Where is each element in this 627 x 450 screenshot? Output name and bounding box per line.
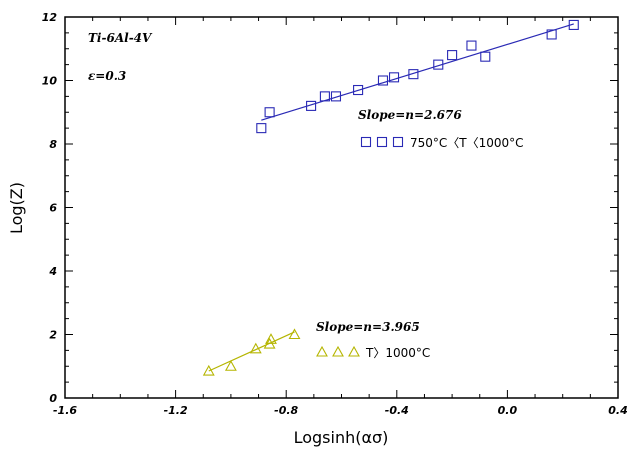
x-tick-label: 0.4 [608,404,627,417]
data-point-series-1 [330,91,342,102]
data-point-series-2 [249,342,262,354]
legend-marker-series-2 [348,345,360,357]
y-tick-label: 12 [42,11,58,24]
y-tick-label: 2 [49,329,57,342]
data-point-series-1 [353,84,364,96]
slope-annotation-series-1: Slope=n=2.676 [358,108,462,122]
y-tick-label: 8 [49,138,57,151]
x-tick-label: -0.8 [274,404,298,417]
legend-marker-series-2 [332,345,344,357]
data-point-series-1 [433,59,444,70]
data-point-series-2 [224,360,237,371]
x-tick-label: 0.0 [498,404,518,417]
data-point-series-1 [466,40,477,51]
strain-annotation: ε=0.3 [88,69,126,83]
slope-annotation-series-2: Slope=n=3.965 [316,320,420,334]
x-tick-label: -1.6 [53,404,77,417]
y-tick-label: 0 [49,392,57,405]
data-point-series-1 [306,100,317,111]
legend-marker-series-1 [376,136,388,148]
x-tick-label: -0.4 [385,404,409,417]
legend-label-series-2: T〉1000°C [365,346,430,360]
x-axis-title: Logsinh(ασ) [294,428,389,447]
legend-label-series-1: 750°C〈T〈1000°C [410,136,524,150]
legend-marker-series-1 [360,136,372,148]
y-tick-label: 6 [49,202,57,215]
data-point-series-1 [377,75,389,86]
y-axis-title: Log(Z) [7,182,26,234]
data-point-series-1 [388,72,400,83]
legend-marker-series-2 [316,345,328,357]
y-tick-label: 10 [42,75,58,88]
data-point-series-1 [480,51,491,62]
data-point-series-1 [447,50,458,61]
material-annotation: Ti-6Al-4V [88,31,153,45]
x-tick-label: -1.2 [164,404,188,417]
data-point-series-1 [264,107,275,118]
data-point-series-1 [256,123,267,134]
data-point-series-1 [546,29,557,40]
legend-marker-series-1 [392,136,404,148]
data-point-series-2 [265,333,277,344]
data-point-series-2 [202,364,215,376]
data-point-series-2 [288,328,301,340]
data-point-series-1 [408,69,419,80]
plot-frame [64,16,619,399]
data-point-series-1 [568,19,579,30]
y-tick-label: 4 [48,265,57,278]
data-point-series-1 [319,91,330,102]
